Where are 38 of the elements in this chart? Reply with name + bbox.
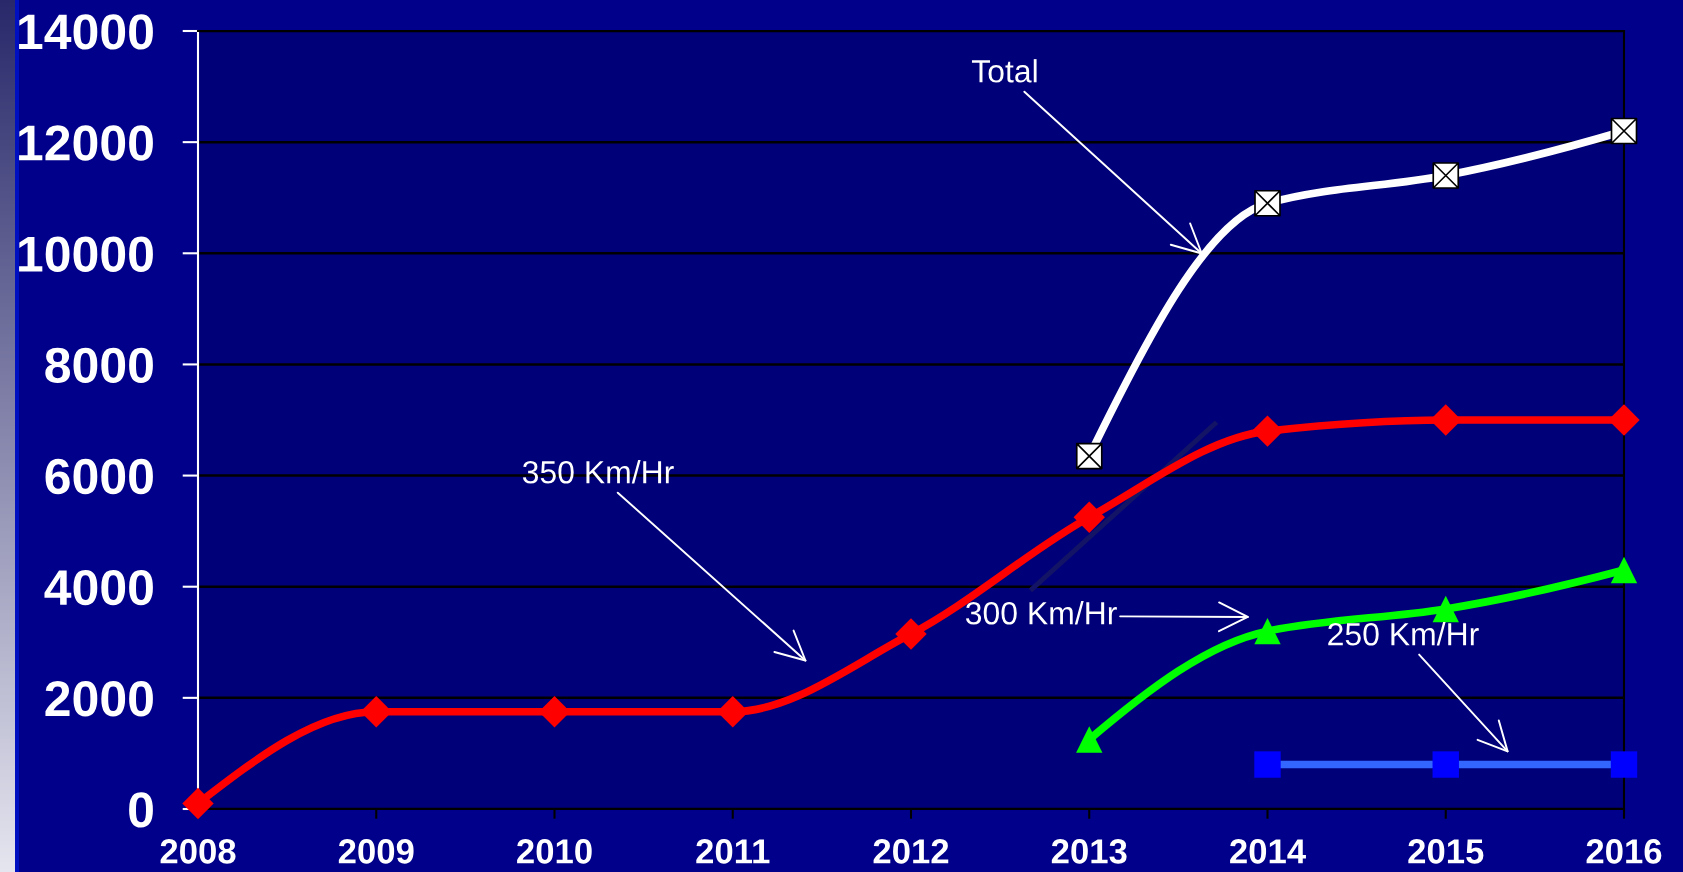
point (1430, 404, 1462, 436)
x-tick-label: 2016 (1586, 839, 1662, 864)
annotation: 300 Km/Hr (965, 601, 1117, 625)
point (1608, 404, 1640, 436)
x-tick-label: 2013 (1051, 839, 1127, 864)
x-tick-label: 2012 (873, 839, 949, 864)
point (1610, 751, 1638, 778)
y-tick-label: 10000 (19, 236, 153, 272)
point (1251, 415, 1284, 447)
point (1076, 726, 1103, 753)
x-tick-label: 2014 (1230, 839, 1306, 864)
y-tick-label: 12000 (19, 125, 153, 161)
x-tick-label: 2011 (696, 839, 770, 864)
point (1075, 442, 1103, 470)
point (895, 618, 927, 650)
x-tick-label: 2015 (1408, 839, 1484, 864)
x-tick-label: 2010 (517, 839, 592, 864)
y-tick-label: 6000 (45, 458, 153, 495)
y-tick-label: 8000 (45, 347, 153, 384)
point (1432, 595, 1459, 623)
annotation: 250 Km/Hr (1328, 622, 1479, 646)
x-tick-label: 2008 (160, 839, 236, 864)
y-tick-label: 4000 (44, 569, 153, 606)
point (1254, 617, 1281, 645)
y-tick-label: 14000 (19, 14, 153, 50)
point (182, 787, 214, 820)
point (1254, 189, 1281, 217)
y-tick-label: 2000 (45, 681, 153, 717)
x-tick-label: 2009 (338, 839, 414, 864)
point (1073, 501, 1105, 533)
point (1432, 751, 1459, 778)
y-tick-label: 0 (129, 792, 153, 828)
point (1610, 556, 1638, 584)
point (1432, 162, 1460, 189)
point (360, 696, 392, 728)
annotation: 350 Km/Hr (522, 460, 674, 484)
annotation: Total (971, 59, 1037, 83)
point (1254, 751, 1281, 778)
